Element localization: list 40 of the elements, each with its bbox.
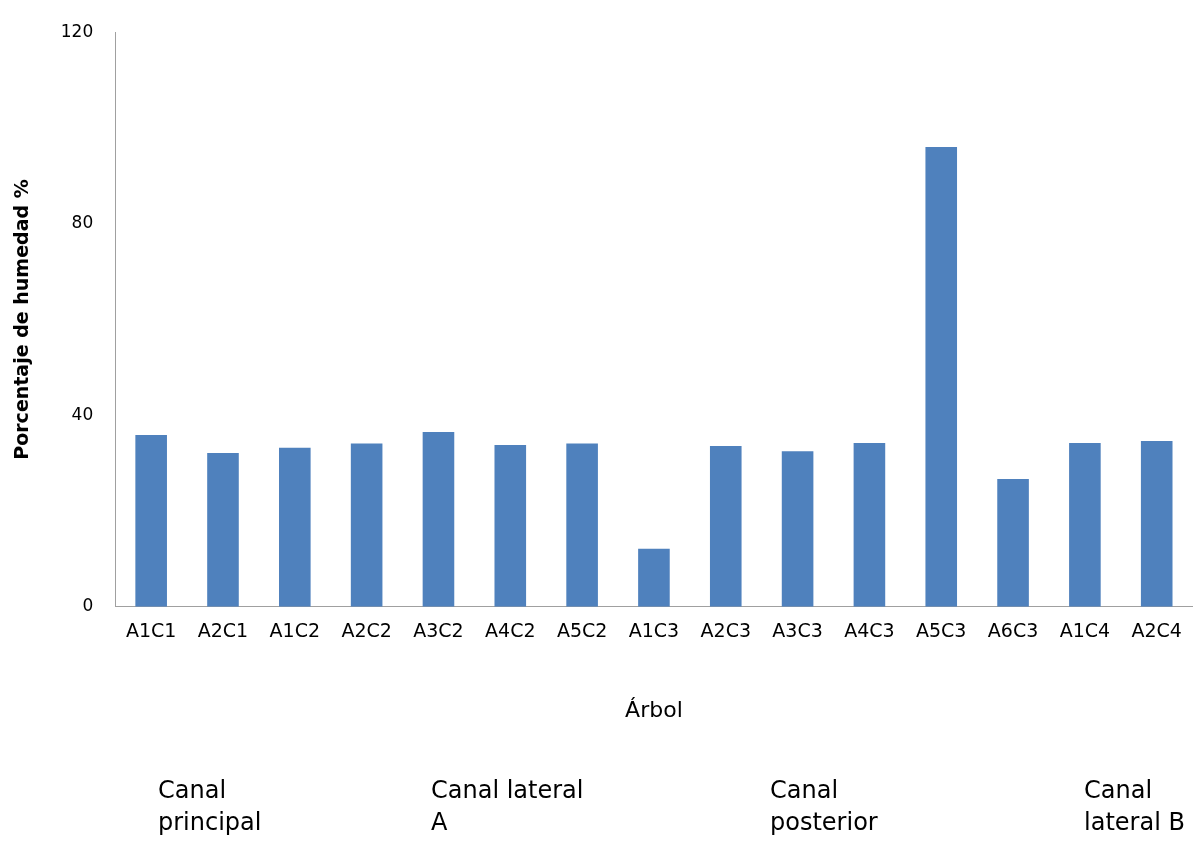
bar	[494, 444, 527, 607]
x-tick-label: A2C4	[1131, 619, 1182, 642]
y-tick-label: 120	[60, 20, 94, 41]
y-tick-label: 0	[82, 595, 94, 616]
text: Canal lateral A	[431, 775, 584, 838]
text: Canal posterior	[770, 775, 878, 838]
x-tick-label: A4C2	[485, 619, 536, 642]
bar	[1140, 441, 1173, 607]
x-tick-label: A1C3	[628, 619, 680, 642]
bar	[422, 432, 455, 607]
x-axis-title: Árbol	[625, 696, 683, 722]
bar	[925, 147, 958, 607]
y-tick-label: 80	[71, 212, 94, 233]
x-tick-label: A2C1	[197, 619, 249, 642]
bar	[207, 453, 239, 607]
bar	[1069, 443, 1101, 607]
bar	[853, 443, 886, 607]
bar	[638, 548, 670, 607]
bar	[709, 445, 742, 607]
y-tick-label: 40	[71, 403, 94, 424]
text: Canal lateral B	[1084, 775, 1185, 838]
bar	[566, 443, 598, 607]
bar	[781, 451, 814, 607]
bar	[135, 434, 167, 607]
text: Canal principal	[158, 775, 262, 838]
x-tick-label: A1C2	[269, 619, 321, 642]
x-tick-label: A5C3	[916, 619, 967, 642]
x-tick-label: A1C4	[1059, 619, 1111, 642]
x-tick-label: A6C3	[987, 619, 1039, 642]
bar	[279, 447, 311, 607]
x-tick-label: A3C2	[413, 619, 464, 642]
x-tick-label: A4C3	[844, 619, 895, 642]
y-axis-title: Porcentaje de humedad %	[10, 179, 33, 460]
x-tick-label: A2C3	[700, 619, 751, 642]
bar	[997, 478, 1029, 607]
x-tick-label: A3C3	[772, 619, 823, 642]
x-tick-label: A5C2	[556, 619, 608, 642]
x-tick-label: A1C1	[125, 619, 177, 642]
x-tick-label: A2C2	[341, 619, 392, 642]
bar	[350, 443, 383, 607]
